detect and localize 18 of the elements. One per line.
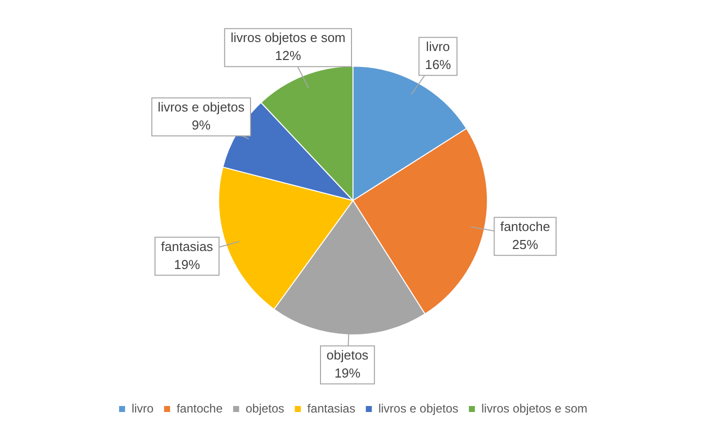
data-label: 12% bbox=[275, 48, 302, 64]
data-label: 9% bbox=[192, 117, 211, 132]
data-label: 19% bbox=[174, 256, 200, 272]
legend-label: objetos bbox=[246, 401, 284, 416]
legend-label: fantoche bbox=[176, 401, 223, 416]
legend-label: livros objetos e som bbox=[481, 401, 588, 416]
legend-label: livros e objetos bbox=[378, 401, 458, 416]
legend-label: fantasias bbox=[307, 401, 356, 416]
slice-label: fantasias bbox=[161, 238, 214, 254]
data-label: 16% bbox=[424, 57, 452, 72]
slice-label: livros e objetos bbox=[158, 99, 246, 114]
slice-label: livros objetos e som bbox=[230, 30, 346, 46]
data-label: 25% bbox=[512, 236, 539, 252]
legend-label: livro bbox=[132, 401, 154, 416]
data-label: 19% bbox=[334, 365, 361, 380]
slice-label: objetos bbox=[326, 347, 369, 362]
slice-label: livro bbox=[426, 39, 450, 54]
slice-label: fantoche bbox=[500, 218, 550, 234]
